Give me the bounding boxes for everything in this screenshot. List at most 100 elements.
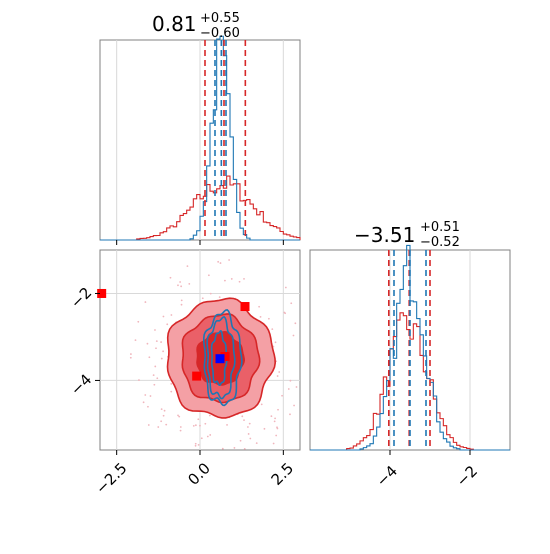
scatter-point	[270, 415, 273, 418]
scatter-point	[278, 371, 281, 373]
x-tick-label: −2	[453, 462, 481, 490]
blue-contour-level	[206, 316, 236, 400]
scatter-point	[206, 435, 209, 438]
scatter-point	[217, 260, 220, 263]
scatter-point	[247, 426, 249, 428]
scatter-point	[179, 429, 182, 432]
scatter-point	[170, 390, 173, 393]
scatter-point	[179, 426, 182, 428]
x-tick-label: 0.0	[184, 459, 214, 489]
blue-contour-level	[210, 330, 228, 386]
scatter-point	[154, 365, 157, 368]
scatter-point	[163, 409, 166, 412]
scatter-point	[243, 448, 246, 450]
scatter-point	[263, 427, 266, 430]
scatter-point	[177, 284, 179, 287]
scatter-point	[255, 442, 258, 445]
scatter-point	[243, 419, 245, 422]
scatter-point	[207, 274, 210, 277]
scatter-point	[284, 286, 287, 289]
scatter-point	[290, 302, 293, 305]
scatter-point	[273, 420, 276, 423]
scatter-point	[209, 434, 212, 436]
scatter-point	[194, 444, 197, 447]
scatter-point	[192, 424, 195, 427]
scatter-point	[258, 305, 261, 308]
scatter-point	[165, 423, 168, 426]
scatter-point	[144, 394, 147, 396]
scatter-point	[295, 386, 298, 388]
scatter-point	[276, 375, 279, 377]
scatter-point	[137, 320, 140, 323]
scatter-point	[274, 417, 276, 420]
histogram-panel-param2: −4 −2 −3.51 +0.51 −0.52	[309, 220, 511, 490]
scatter-point	[289, 379, 292, 382]
scatter-point	[160, 357, 163, 360]
scatter-point	[284, 312, 287, 315]
scatter-point	[155, 340, 158, 342]
panel-title-value: 0.81	[152, 12, 197, 36]
panel-title-lower-error: −0.60	[200, 26, 240, 41]
scatter-point	[194, 424, 197, 427]
scatter-point	[247, 433, 250, 435]
scatter-point	[179, 281, 182, 283]
scatter-point	[156, 377, 159, 380]
scatter-point	[243, 277, 245, 280]
scatter-point	[294, 322, 297, 325]
scatter-point	[186, 265, 189, 268]
scatter-point	[142, 401, 145, 404]
scatter-point	[199, 424, 201, 427]
scatter-point	[221, 447, 224, 450]
blue-contour-level	[203, 309, 243, 407]
scatter-point	[197, 443, 200, 446]
scatter-point	[162, 350, 165, 353]
scatter-point	[194, 442, 197, 445]
scatter-point	[219, 262, 222, 264]
scatter-point	[276, 427, 279, 430]
scatter-point	[272, 442, 275, 445]
scatter-point	[152, 374, 155, 376]
scatter-point	[170, 314, 173, 316]
marker-marker_blue	[215, 354, 225, 364]
scatter-point	[157, 426, 160, 428]
scatter-point	[267, 317, 270, 320]
scatter-point	[274, 341, 277, 344]
scatter-point	[226, 424, 228, 426]
scatter-point	[275, 434, 278, 437]
panel-title-upper-error: +0.55	[200, 11, 240, 26]
scatter-point	[138, 379, 140, 381]
x-tick-label: −4	[373, 462, 401, 490]
scatter-point	[134, 339, 137, 342]
scatter-point	[248, 422, 251, 425]
scatter-point	[271, 328, 274, 331]
scatter-point	[169, 276, 172, 279]
scatter-point	[180, 299, 183, 302]
histogram-step-red	[100, 175, 301, 241]
scatter-point	[155, 347, 157, 350]
scatter-point	[147, 405, 149, 408]
scatter-point	[238, 280, 241, 283]
marker-marker_red	[97, 288, 107, 298]
scatter-point	[228, 259, 230, 261]
marker-marker_red	[220, 352, 230, 362]
scatter-point	[154, 329, 156, 331]
scatter-point	[287, 388, 290, 390]
scatter-point	[241, 415, 244, 418]
scatter-point	[281, 394, 283, 397]
scatter-point	[148, 356, 151, 359]
scatter-point	[162, 315, 165, 318]
scatter-point	[218, 296, 221, 299]
scatter-point	[200, 437, 203, 440]
x-tick-label: −2.5	[92, 459, 130, 497]
scatter-point	[260, 403, 263, 406]
panel-title-lower-error: −0.52	[420, 235, 460, 250]
marker-marker_red	[192, 371, 202, 381]
scatter-point	[147, 424, 150, 426]
histogram-panel-param1: 0.81 +0.55 −0.60	[99, 11, 301, 245]
scatter-point	[289, 413, 291, 416]
panel-title-upper-error: +0.51	[420, 220, 460, 235]
scatter-point	[144, 301, 147, 303]
scatter-point	[204, 422, 207, 425]
scatter-point	[129, 356, 132, 359]
